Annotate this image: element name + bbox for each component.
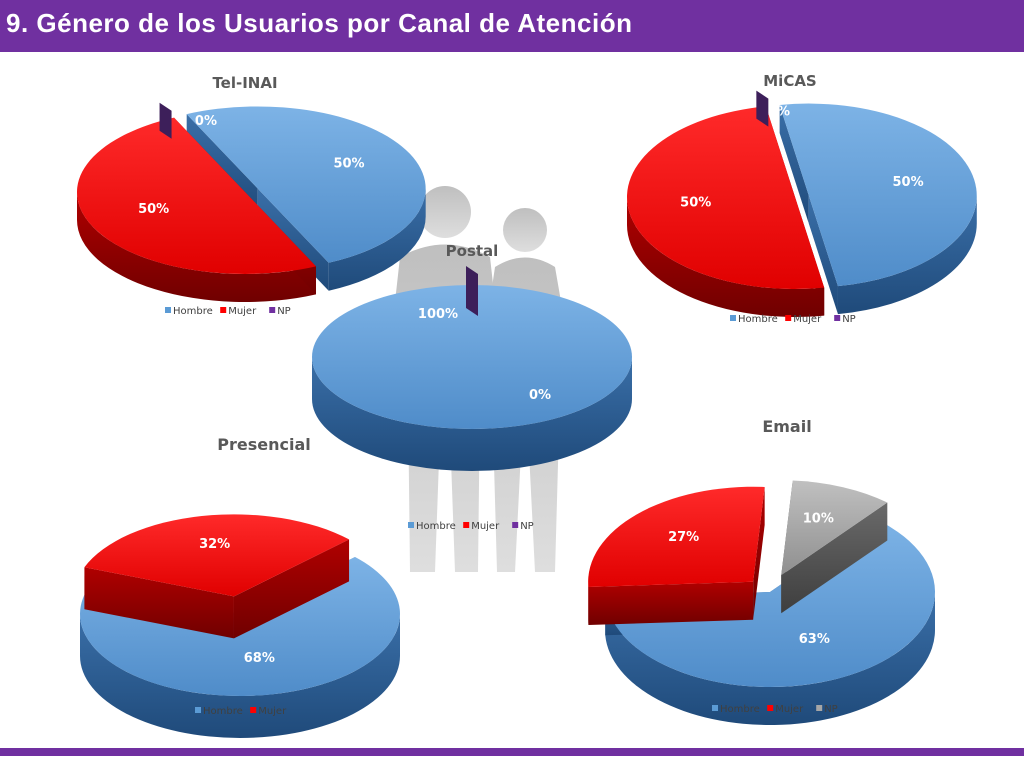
legend-label: Mujer bbox=[228, 306, 257, 317]
pie-slice-np bbox=[466, 266, 478, 316]
legend-item-np: NP bbox=[834, 314, 856, 325]
pie-slices bbox=[627, 90, 977, 318]
pie-slice-np bbox=[159, 102, 172, 139]
legend-swatch bbox=[195, 707, 201, 713]
pie-slices bbox=[80, 514, 401, 738]
legend-item-hombre: Hombre bbox=[195, 706, 243, 717]
slice-label-mujer: 50% bbox=[680, 196, 711, 211]
page-title: 9. Género de los Usuarios por Canal de A… bbox=[6, 8, 633, 38]
legend-swatch bbox=[463, 522, 470, 528]
legend-swatch bbox=[408, 522, 414, 528]
legend-label: NP bbox=[277, 306, 291, 317]
legend-item-np: NP bbox=[269, 306, 291, 317]
legend-swatch bbox=[165, 307, 171, 313]
pie-slices bbox=[77, 102, 426, 302]
slice-label-np: 10% bbox=[803, 511, 834, 526]
slice-label-hombre: 63% bbox=[799, 632, 830, 647]
legend-item-mujer: Mujer bbox=[250, 706, 287, 717]
chart-title: Tel-INAI bbox=[212, 74, 277, 92]
chart-title: Email bbox=[762, 417, 811, 436]
bottom-accent-bar bbox=[0, 748, 1024, 756]
data-labels: 50% 50% 0% bbox=[680, 104, 923, 210]
legend-item-hombre: Hombre bbox=[712, 704, 760, 715]
chart-legend: Hombre Mujer bbox=[195, 706, 287, 717]
legend-swatch bbox=[250, 707, 257, 713]
legend-swatch bbox=[834, 315, 841, 321]
pie-slice-np bbox=[756, 90, 769, 127]
pie-slice-mujer bbox=[77, 117, 316, 302]
chart-legend: Hombre Mujer NP bbox=[712, 704, 838, 715]
legend-item-np: NP bbox=[816, 704, 838, 715]
chart-legend: Hombre Mujer NP bbox=[408, 521, 534, 532]
chart-email: Email 63% 27% 10% Hombre Mujer NP bbox=[588, 417, 936, 725]
slice-label-mujer: 32% bbox=[199, 537, 230, 552]
legend-label: Mujer bbox=[471, 521, 500, 532]
data-labels: 100% 0% bbox=[418, 307, 551, 403]
pie-slice-mujer bbox=[588, 486, 765, 626]
legend-item-hombre: Hombre bbox=[408, 521, 456, 532]
slice-label-np: 0% bbox=[768, 104, 790, 119]
chart-title: MiCAS bbox=[763, 72, 817, 90]
legend-swatch bbox=[269, 307, 276, 313]
legend-item-mujer: Mujer bbox=[767, 704, 804, 715]
pie-slice-mujer bbox=[84, 514, 350, 639]
legend-label: NP bbox=[842, 314, 856, 325]
pie-slice-hombre bbox=[779, 103, 977, 315]
data-labels: 68% 32% bbox=[199, 537, 275, 666]
legend-item-mujer: Mujer bbox=[220, 306, 257, 317]
chart-tel-inai: Tel-INAI 50% 50% 0% Hombre Mujer NP bbox=[77, 74, 426, 317]
chart-legend: Hombre Mujer NP bbox=[730, 314, 856, 325]
legend-label: Hombre bbox=[173, 306, 213, 317]
chart-legend: Hombre Mujer NP bbox=[165, 306, 291, 317]
slice-label-mujer: 50% bbox=[138, 202, 169, 217]
legend-swatch bbox=[730, 315, 736, 321]
slice-label-mujer: 27% bbox=[668, 530, 699, 545]
chart-title: Presencial bbox=[217, 435, 310, 454]
pie-slice-hombre bbox=[312, 285, 632, 471]
legend-label: Mujer bbox=[258, 706, 287, 717]
legend-label: Mujer bbox=[775, 704, 804, 715]
legend-label: Hombre bbox=[203, 706, 243, 717]
title-bar: 9. Género de los Usuarios por Canal de A… bbox=[0, 0, 1024, 52]
pie-slice-np bbox=[781, 480, 888, 614]
chart-postal: Postal 100% 0% Hombre Mujer NP bbox=[312, 242, 632, 532]
chart-title: Postal bbox=[446, 242, 499, 260]
pie-slice-mujer bbox=[627, 106, 825, 318]
legend-swatch bbox=[785, 315, 792, 321]
legend-label: NP bbox=[824, 704, 838, 715]
legend-label: NP bbox=[520, 521, 534, 532]
legend-item-np: NP bbox=[512, 521, 534, 532]
pie-slices bbox=[588, 480, 936, 725]
legend-item-mujer: Mujer bbox=[785, 314, 822, 325]
legend-label: Mujer bbox=[793, 314, 822, 325]
legend-label: Hombre bbox=[738, 314, 778, 325]
pie-slices bbox=[312, 266, 632, 471]
data-labels: 50% 50% 0% bbox=[138, 114, 365, 217]
slice-label-hombre: 50% bbox=[892, 175, 923, 190]
data-labels: 63% 27% 10% bbox=[668, 511, 834, 647]
legend-swatch bbox=[816, 705, 823, 711]
chart-presencial: Presencial 68% 32% Hombre Mujer bbox=[80, 435, 401, 738]
chart-micas: MiCAS 50% 50% 0% Hombre Mujer NP bbox=[627, 72, 977, 325]
legend-swatch bbox=[712, 705, 718, 711]
legend-item-hombre: Hombre bbox=[165, 306, 213, 317]
slice-label-np: 0% bbox=[195, 114, 217, 129]
legend-swatch bbox=[767, 705, 774, 711]
slice-label-mujer: 0% bbox=[529, 388, 551, 403]
legend-swatch bbox=[220, 307, 227, 313]
legend-label: Hombre bbox=[416, 521, 456, 532]
legend-label: Hombre bbox=[720, 704, 760, 715]
slice-label-hombre: 50% bbox=[333, 157, 364, 172]
legend-item-hombre: Hombre bbox=[730, 314, 778, 325]
slice-label-hombre: 100% bbox=[418, 307, 458, 322]
slice-label-hombre: 68% bbox=[244, 651, 275, 666]
legend-swatch bbox=[512, 522, 519, 528]
legend-item-mujer: Mujer bbox=[463, 521, 500, 532]
